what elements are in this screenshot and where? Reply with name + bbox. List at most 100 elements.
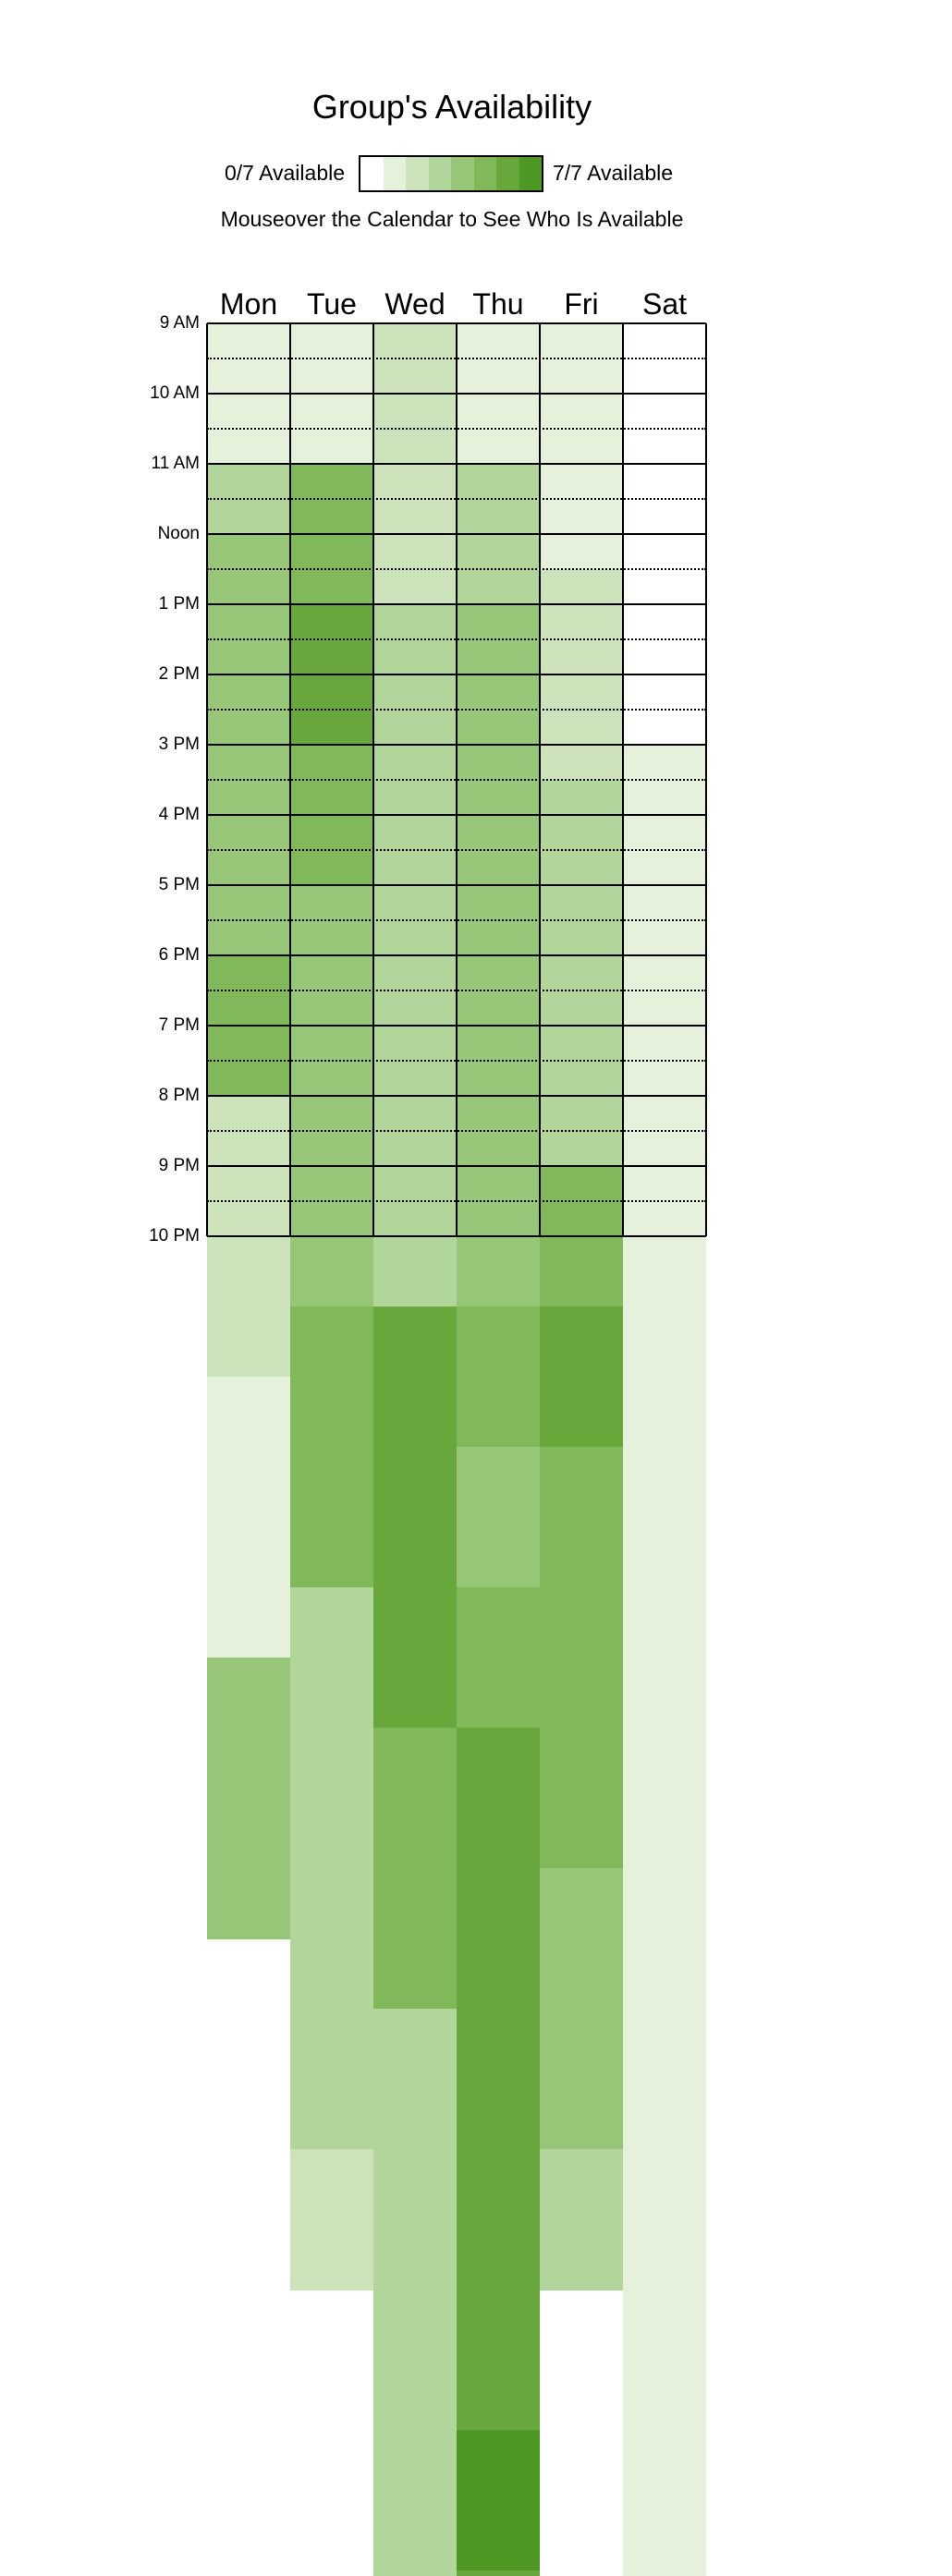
time-slot-cell[interactable] (290, 2202, 373, 2220)
time-slot-cell[interactable] (623, 1043, 706, 1062)
time-slot-cell[interactable] (540, 2167, 623, 2185)
time-slot-cell[interactable] (207, 1464, 290, 1483)
time-slot-cell[interactable] (623, 341, 706, 359)
time-slot-cell[interactable] (623, 2448, 706, 2466)
time-slot-cell[interactable] (373, 1166, 457, 1185)
time-slot-cell[interactable] (373, 2272, 457, 2290)
time-slot-cell[interactable] (540, 745, 623, 763)
time-slot-cell[interactable] (207, 868, 290, 886)
time-slot-cell[interactable] (290, 1500, 373, 1518)
time-slot-cell[interactable] (207, 1043, 290, 1062)
time-slot-cell[interactable] (623, 394, 706, 412)
time-slot-cell[interactable] (290, 1921, 373, 1939)
time-slot-cell[interactable] (373, 2061, 457, 2080)
time-slot-cell[interactable] (457, 376, 540, 395)
time-slot-cell[interactable] (623, 464, 706, 482)
time-slot-cell[interactable] (623, 1552, 706, 1571)
time-slot-cell[interactable] (373, 2325, 457, 2343)
time-slot-cell[interactable] (290, 1113, 373, 1132)
time-slot-cell[interactable] (623, 2465, 706, 2484)
time-slot-cell[interactable] (290, 1482, 373, 1501)
time-slot-cell[interactable] (623, 1500, 706, 1518)
time-slot-cell[interactable] (457, 323, 540, 342)
time-slot-cell[interactable] (457, 1026, 540, 1044)
time-slot-cell[interactable] (207, 710, 290, 728)
time-slot-cell[interactable] (540, 1780, 623, 1799)
time-slot-cell[interactable] (207, 1131, 290, 1149)
time-slot-cell[interactable] (373, 710, 457, 728)
time-slot-cell[interactable] (623, 2360, 706, 2378)
time-slot-cell[interactable] (207, 938, 290, 956)
time-slot-cell[interactable] (457, 1429, 540, 1448)
time-slot-cell[interactable] (623, 376, 706, 395)
time-slot-cell[interactable] (623, 1868, 706, 1887)
time-slot-cell[interactable] (623, 1816, 706, 1834)
time-slot-cell[interactable] (207, 1570, 290, 1588)
time-slot-cell[interactable] (623, 1640, 706, 1659)
time-slot-cell[interactable] (373, 2518, 457, 2536)
time-slot-cell[interactable] (207, 815, 290, 833)
time-slot-cell[interactable] (373, 1798, 457, 1817)
time-slot-cell[interactable] (540, 569, 623, 588)
time-slot-cell[interactable] (457, 1886, 540, 1904)
time-slot-cell[interactable] (207, 1500, 290, 1518)
time-slot-cell[interactable] (373, 1026, 457, 1044)
time-slot-cell[interactable] (207, 1816, 290, 1834)
time-slot-cell[interactable] (457, 727, 540, 746)
time-slot-cell[interactable] (290, 2167, 373, 2185)
time-slot-cell[interactable] (290, 534, 373, 553)
time-slot-cell[interactable] (207, 692, 290, 711)
time-slot-cell[interactable] (290, 920, 373, 939)
time-slot-cell[interactable] (623, 446, 706, 465)
time-slot-cell[interactable] (290, 2114, 373, 2132)
time-slot-cell[interactable] (457, 1271, 540, 1290)
time-slot-cell[interactable] (373, 832, 457, 851)
time-slot-cell[interactable] (540, 1342, 623, 1360)
time-slot-cell[interactable] (207, 1921, 290, 1939)
time-slot-cell[interactable] (207, 516, 290, 535)
time-slot-cell[interactable] (373, 1658, 457, 1676)
time-slot-cell[interactable] (457, 1605, 540, 1623)
time-slot-cell[interactable] (540, 1570, 623, 1588)
time-slot-cell[interactable] (207, 1640, 290, 1659)
time-slot-cell[interactable] (623, 1798, 706, 1817)
time-slot-cell[interactable] (290, 1359, 373, 1378)
time-slot-cell[interactable] (290, 1570, 373, 1588)
time-slot-cell[interactable] (207, 1447, 290, 1465)
time-slot-cell[interactable] (290, 1745, 373, 1764)
time-slot-cell[interactable] (207, 1622, 290, 1641)
time-slot-cell[interactable] (207, 1851, 290, 1869)
time-slot-cell[interactable] (290, 1236, 373, 1255)
time-slot-cell[interactable] (540, 2061, 623, 2080)
time-slot-cell[interactable] (540, 1201, 623, 1220)
time-slot-cell[interactable] (207, 1394, 290, 1413)
time-slot-cell[interactable] (373, 1605, 457, 1623)
time-slot-cell[interactable] (623, 1693, 706, 1711)
time-slot-cell[interactable] (623, 2026, 706, 2045)
time-slot-cell[interactable] (540, 1938, 623, 1957)
time-slot-cell[interactable] (623, 973, 706, 991)
time-slot-cell[interactable] (207, 1693, 290, 1711)
time-slot-cell[interactable] (457, 2044, 540, 2062)
time-slot-cell[interactable] (290, 1903, 373, 1922)
time-slot-cell[interactable] (207, 1096, 290, 1114)
time-slot-cell[interactable] (623, 1342, 706, 1360)
time-slot-cell[interactable] (457, 903, 540, 921)
time-slot-cell[interactable] (207, 1254, 290, 1272)
time-slot-cell[interactable] (457, 429, 540, 447)
time-slot-cell[interactable] (373, 358, 457, 377)
time-slot-cell[interactable] (623, 2202, 706, 2220)
time-slot-cell[interactable] (373, 1078, 457, 1097)
time-slot-cell[interactable] (457, 885, 540, 904)
time-slot-cell[interactable] (457, 920, 540, 939)
time-slot-cell[interactable] (207, 1219, 290, 1237)
time-slot-cell[interactable] (373, 1482, 457, 1501)
time-slot-cell[interactable] (457, 2483, 540, 2501)
time-slot-cell[interactable] (457, 2219, 540, 2238)
time-slot-cell[interactable] (457, 1552, 540, 1571)
time-slot-cell[interactable] (207, 1342, 290, 1360)
time-slot-cell[interactable] (373, 1517, 457, 1536)
time-slot-cell[interactable] (373, 639, 457, 658)
time-slot-cell[interactable] (540, 1622, 623, 1641)
time-slot-cell[interactable] (457, 1306, 540, 1325)
